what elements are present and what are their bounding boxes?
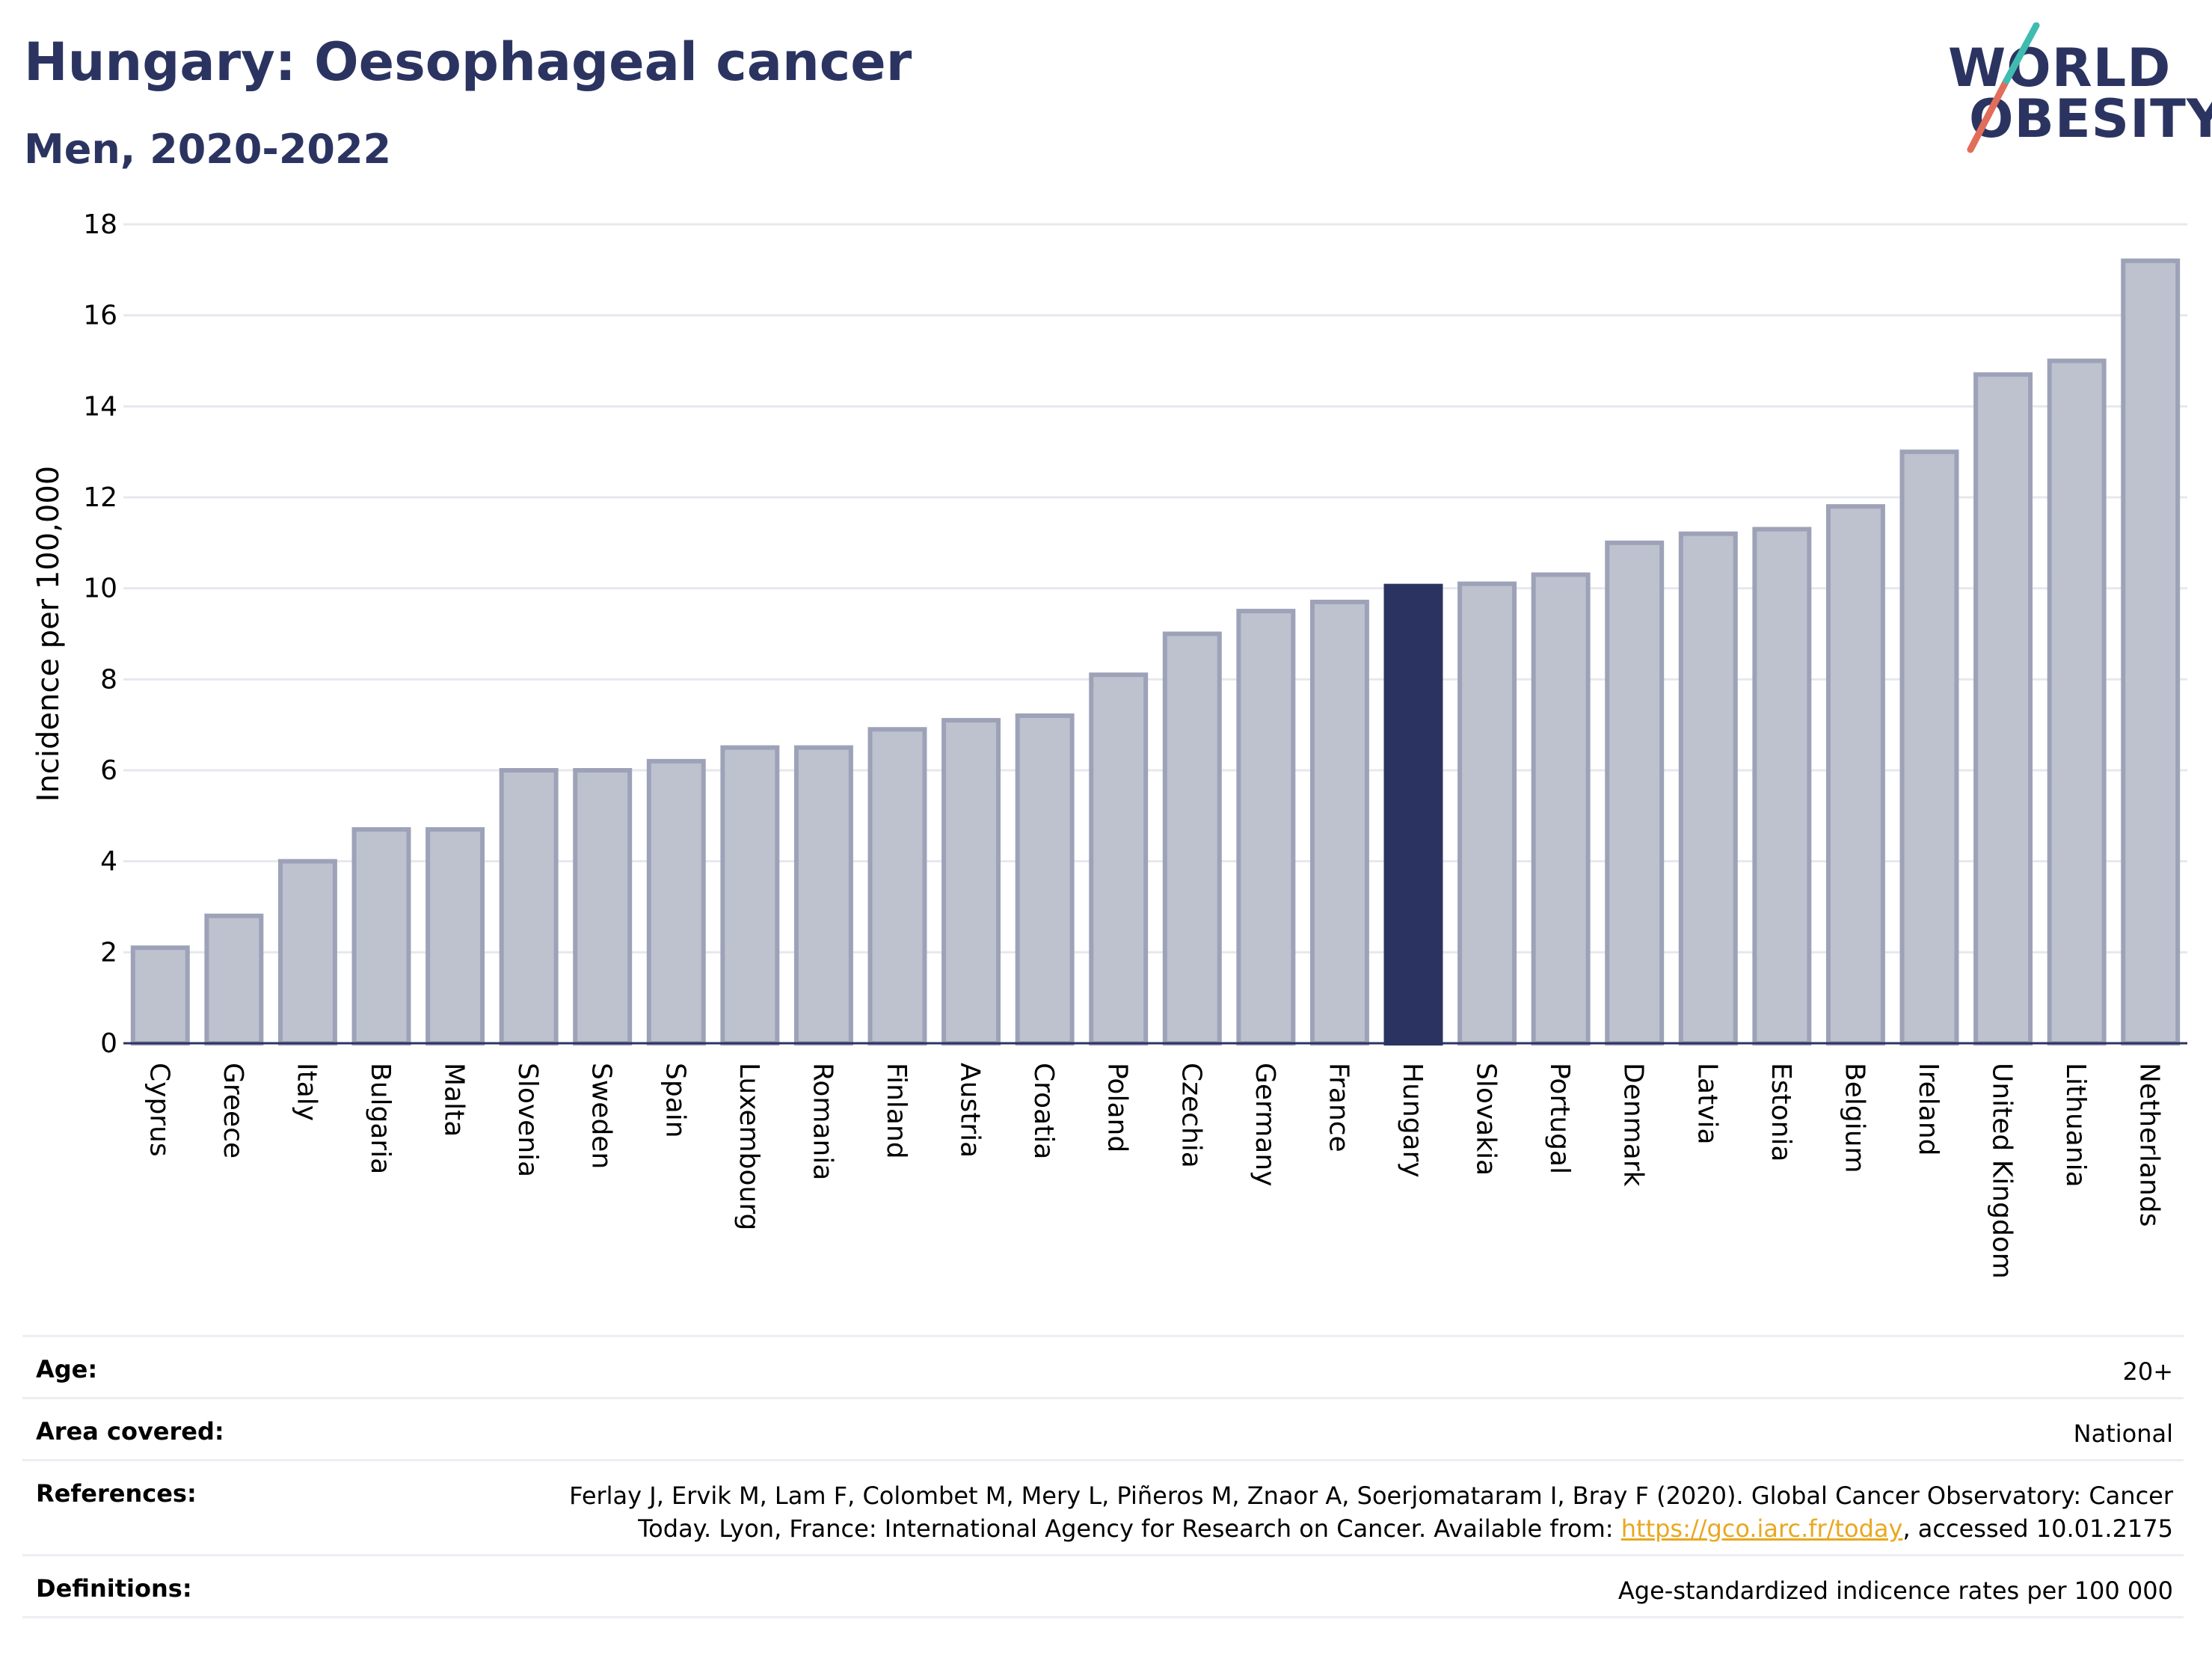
x-tick-label: Hungary bbox=[1397, 1063, 1428, 1178]
bar-chart: 0 2 4 6 8 10 12 14 16 18 Incidence per 100,000 Cypr… bbox=[31, 209, 2187, 1279]
x-tick-label: Ireland bbox=[1913, 1063, 1944, 1156]
references-value: Ferlay J, Ervik M, Lam F, Colombet M, Me… bbox=[569, 1479, 2173, 1545]
y-tick-label: 6 bbox=[100, 755, 117, 786]
info-row-age: Age: 20+ bbox=[22, 1335, 2184, 1397]
references-line-1: Ferlay J, Ervik M, Lam F, Colombet M, Me… bbox=[569, 1481, 2173, 1510]
x-tick-label: Czechia bbox=[1176, 1063, 1206, 1168]
references-line-2: Today. Lyon, France: International Agenc… bbox=[569, 1512, 2173, 1545]
x-tick-label: Cyprus bbox=[144, 1063, 174, 1157]
world-obesity-logo: WORLD OBESITY bbox=[1948, 22, 2212, 157]
age-value: 20+ bbox=[2122, 1357, 2173, 1386]
bar bbox=[130, 945, 190, 1045]
x-tick-label: Croatia bbox=[1028, 1063, 1059, 1159]
bar bbox=[1752, 526, 1812, 1045]
x-tick-label: Spain bbox=[660, 1063, 690, 1138]
y-axis-title: Incidence per 100,000 bbox=[31, 466, 66, 802]
bar bbox=[1973, 372, 2033, 1045]
x-tick-label: Finland bbox=[881, 1063, 912, 1159]
x-tick-label: Luxembourg bbox=[734, 1063, 764, 1230]
definitions-label: Definitions: bbox=[36, 1574, 192, 1603]
bar bbox=[1015, 713, 1075, 1045]
references-link[interactable]: https://gco.iarc.fr/today bbox=[1620, 1514, 1903, 1543]
bar bbox=[1605, 540, 1665, 1045]
bar bbox=[1899, 449, 1959, 1045]
logo-word-obesity: OBESITY bbox=[1969, 88, 2212, 150]
definitions-value: Age-standardized indicence rates per 100… bbox=[1617, 1576, 2173, 1605]
logo-word-world: WORLD bbox=[1948, 37, 2172, 99]
bar bbox=[1531, 572, 1591, 1045]
x-tick-label: Poland bbox=[1102, 1063, 1133, 1152]
x-tick-label: United Kingdom bbox=[1987, 1063, 2018, 1279]
info-table: Age: 20+ Area covered: National Referenc… bbox=[22, 1335, 2184, 1618]
bar bbox=[793, 745, 853, 1045]
x-tick-label: Germany bbox=[1250, 1063, 1280, 1186]
bar bbox=[1825, 504, 1885, 1045]
bar bbox=[1309, 599, 1369, 1045]
bar bbox=[1162, 631, 1222, 1045]
info-row-references: References: Ferlay J, Ervik M, Lam F, Co… bbox=[22, 1459, 2184, 1554]
bar bbox=[1678, 531, 1738, 1045]
references-label: References: bbox=[36, 1479, 197, 1508]
bar bbox=[941, 718, 1001, 1045]
bar bbox=[646, 758, 706, 1045]
x-tick-label: Malta bbox=[439, 1063, 470, 1137]
area-label: Area covered: bbox=[36, 1417, 224, 1446]
bar bbox=[1457, 581, 1517, 1045]
bar bbox=[720, 745, 780, 1045]
x-tick-label: Estonia bbox=[1766, 1063, 1796, 1162]
info-row-area: Area covered: National bbox=[22, 1397, 2184, 1459]
y-tick-label: 10 bbox=[83, 574, 117, 604]
bar bbox=[2121, 258, 2181, 1046]
x-tick-label: Greece bbox=[218, 1063, 248, 1158]
bar bbox=[204, 913, 264, 1045]
bar bbox=[425, 827, 485, 1046]
bar bbox=[1089, 672, 1149, 1045]
chart-title: Hungary: Oesophageal cancer bbox=[24, 31, 912, 93]
x-tick-label: Italy bbox=[291, 1063, 322, 1121]
y-tick-label: 2 bbox=[100, 937, 117, 968]
bar bbox=[1236, 609, 1296, 1045]
y-tick-label: 8 bbox=[100, 664, 117, 695]
references-accessed: , accessed 10.01.2175 bbox=[1902, 1514, 2173, 1543]
info-row-definitions: Definitions: Age-standardized indicence … bbox=[22, 1554, 2184, 1618]
bar bbox=[1383, 583, 1443, 1045]
x-tick-label: Romania bbox=[807, 1063, 838, 1180]
x-tick-label: Sweden bbox=[586, 1063, 617, 1169]
x-tick-label: Bulgaria bbox=[365, 1063, 396, 1174]
bar bbox=[277, 859, 337, 1045]
x-tick-label: Lithuania bbox=[2060, 1063, 2091, 1188]
x-tick-label: Slovakia bbox=[1471, 1063, 1502, 1176]
x-tick-label: Slovenia bbox=[512, 1063, 543, 1177]
bar bbox=[2047, 358, 2107, 1045]
y-tick-label: 16 bbox=[83, 301, 117, 331]
x-tick-label: Latvia bbox=[1692, 1063, 1722, 1145]
x-tick-label: Denmark bbox=[1618, 1063, 1649, 1187]
bar bbox=[351, 827, 411, 1046]
y-tick-label: 14 bbox=[83, 391, 117, 422]
y-tick-label: 0 bbox=[100, 1028, 117, 1059]
x-tick-label: Portugal bbox=[1544, 1063, 1575, 1174]
references-text: Today. Lyon, France: International Agenc… bbox=[638, 1514, 1621, 1543]
bar bbox=[573, 768, 633, 1045]
y-tick-label: 18 bbox=[83, 209, 117, 240]
x-tick-label: Austria bbox=[955, 1063, 986, 1158]
x-tick-label: France bbox=[1323, 1063, 1354, 1152]
x-tick-label: Netherlands bbox=[2134, 1063, 2165, 1226]
bar bbox=[867, 727, 927, 1045]
area-value: National bbox=[2073, 1419, 2173, 1448]
bar bbox=[499, 768, 559, 1045]
age-label: Age: bbox=[36, 1355, 98, 1384]
logo-slash-icon bbox=[1967, 22, 2040, 153]
y-tick-label: 12 bbox=[83, 482, 117, 513]
chart-subtitle: Men, 2020-2022 bbox=[24, 126, 392, 173]
x-tick-label: Belgium bbox=[1839, 1063, 1870, 1173]
y-tick-label: 4 bbox=[100, 847, 117, 877]
